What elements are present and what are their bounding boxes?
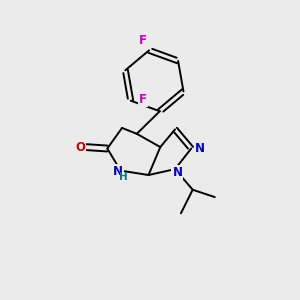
Text: O: O	[75, 141, 85, 154]
Text: F: F	[139, 93, 147, 106]
Text: N: N	[172, 166, 182, 179]
Text: F: F	[139, 34, 147, 47]
Text: N: N	[112, 165, 123, 178]
Text: N: N	[194, 142, 205, 155]
Text: H: H	[119, 172, 128, 182]
